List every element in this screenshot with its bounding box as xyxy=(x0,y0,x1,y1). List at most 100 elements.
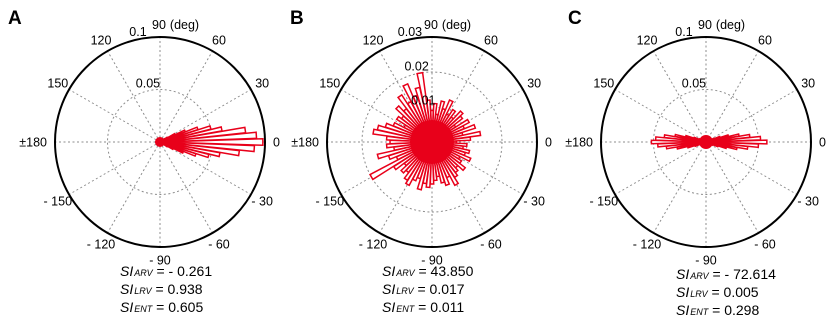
stat-value: = 0.011 xyxy=(414,299,464,315)
angle-tick-label: 150 xyxy=(47,77,68,91)
angle-unit-label: (deg) xyxy=(442,18,471,32)
grid-spoke xyxy=(431,89,524,143)
radial-tick-label: 0.05 xyxy=(682,76,706,90)
angle-tick-label: - 30 xyxy=(797,195,819,209)
histogram-core xyxy=(155,137,165,147)
angle-tick-90: 90 xyxy=(424,18,438,32)
histogram-core xyxy=(410,120,454,164)
radial-tick-label: 0.01 xyxy=(411,94,435,108)
angle-tick-label: 150 xyxy=(593,77,614,91)
angle-tick-label: - 30 xyxy=(251,195,273,209)
angle-tick-label: ±180 xyxy=(565,136,593,150)
angle-tick-label: 60 xyxy=(484,33,498,47)
angle-tick-label: 90 (deg) xyxy=(698,18,745,32)
angle-tick-label: 60 xyxy=(758,33,772,47)
angle-tick-label: - 150 xyxy=(316,195,345,209)
grid-spoke xyxy=(431,141,524,195)
grid-spoke xyxy=(68,89,161,143)
polar-panel-c: C 0 30 60 90 (deg) 120 150 ±180 - 150 - 120 - 90 - 6… xyxy=(565,8,826,318)
angle-tick-label: 30 xyxy=(801,77,815,91)
stat-value: = 0.938 xyxy=(152,281,203,297)
stat-subscript: ARV xyxy=(133,268,153,278)
stat-value: = 0.005 xyxy=(708,284,759,300)
radial-tick-label: 0.03 xyxy=(398,25,422,39)
stat-si: SI xyxy=(382,299,395,315)
stat-value: = 43.850 xyxy=(415,263,474,279)
angle-tick-90: 90 xyxy=(152,18,166,32)
angle-tick-label: ±180 xyxy=(291,136,319,150)
grid-spoke xyxy=(614,141,707,195)
angle-tick-label: 90 (deg) xyxy=(152,18,199,32)
grid-spoke xyxy=(705,141,798,195)
stat-si: SI xyxy=(382,263,395,279)
grid-spoke xyxy=(653,50,707,143)
grid-spoke xyxy=(107,141,161,234)
grid-spoke xyxy=(614,89,707,143)
angle-tick-label: - 30 xyxy=(523,195,545,209)
stat-subscript: ARV xyxy=(395,268,415,278)
angle-unit-label: (deg) xyxy=(170,18,199,32)
grid-spoke xyxy=(653,141,707,234)
angle-tick-label: - 150 xyxy=(590,195,619,209)
histogram-core xyxy=(699,135,713,149)
panel-letter: B xyxy=(290,8,304,29)
stat-line-arv: SIARV = 43.850 xyxy=(382,263,474,279)
grid-spoke xyxy=(379,50,433,143)
panel-letter: A xyxy=(8,8,22,29)
angle-tick-label: - 150 xyxy=(44,195,73,209)
stat-value: = - 0.261 xyxy=(153,263,213,279)
stat-si: SI xyxy=(676,284,689,300)
stat-subscript: ENT xyxy=(690,307,710,317)
grid-spoke xyxy=(159,141,213,234)
grid-spoke xyxy=(107,50,161,143)
angle-tick-label: - 90 xyxy=(695,254,717,268)
polar-outer-circle xyxy=(600,36,812,248)
stat-si: SI xyxy=(382,281,395,297)
stat-line-ent: SIENT = 0.605 xyxy=(120,299,203,315)
stat-line-arv: SIARV = - 72.614 xyxy=(676,266,776,282)
stat-subscript: ENT xyxy=(396,304,416,314)
grid-spoke xyxy=(68,141,161,195)
angle-tick-label: 30 xyxy=(527,77,541,91)
stat-line-lrv: SILRV = 0.017 xyxy=(382,281,465,297)
polar-panel-b: B 0 30 60 90 (deg) 120 150 ±180 - 150 - 120 - 90 - 6… xyxy=(290,8,552,315)
grid-spoke xyxy=(340,89,433,143)
stat-line-lrv: SILRV = 0.005 xyxy=(676,284,759,300)
angle-tick-label: - 90 xyxy=(421,254,443,268)
grid-spoke xyxy=(159,89,252,143)
stat-value: = 0.298 xyxy=(708,302,759,318)
stat-value: = 0.017 xyxy=(414,281,465,297)
grid-spoke xyxy=(705,141,759,234)
radial-tick-label: 0.05 xyxy=(136,76,160,90)
angle-tick-label: 150 xyxy=(319,77,340,91)
stat-line-arv: SIARV = - 0.261 xyxy=(120,263,212,279)
stat-line-lrv: SILRV = 0.938 xyxy=(120,281,203,297)
grid-spoke xyxy=(705,50,759,143)
angle-tick-label: 60 xyxy=(212,33,226,47)
angle-tick-label: ±180 xyxy=(19,136,47,150)
angle-tick-label: 0 xyxy=(545,136,552,150)
stat-si: SI xyxy=(676,302,689,318)
grid-spoke xyxy=(431,141,485,234)
stat-si: SI xyxy=(120,263,133,279)
radial-tick-label: 0.1 xyxy=(129,25,146,39)
polar-panel-a: A 0 30 60 90 (deg) 120 150 ±180 - 150 - 120 - 90 - 6… xyxy=(8,8,280,315)
polar-outer-circle xyxy=(54,36,266,248)
grid-ring xyxy=(361,71,503,213)
stat-si: SI xyxy=(676,266,689,282)
stat-si: SI xyxy=(120,281,133,297)
stat-si: SI xyxy=(120,299,133,315)
grid-spoke xyxy=(340,141,433,195)
radial-tick-label: 0.1 xyxy=(675,25,692,39)
angle-tick-label: - 120 xyxy=(87,238,116,252)
stat-subscript: LRV xyxy=(134,286,152,296)
stat-subscript: LRV xyxy=(396,286,414,296)
angle-tick-label: 120 xyxy=(637,33,658,47)
angle-tick-label: - 90 xyxy=(149,254,171,268)
angle-tick-label: 0 xyxy=(273,136,280,150)
angle-tick-label: - 60 xyxy=(754,238,776,252)
grid-spoke xyxy=(379,141,433,234)
stat-subscript: LRV xyxy=(690,289,708,299)
angle-tick-label: - 60 xyxy=(208,238,230,252)
